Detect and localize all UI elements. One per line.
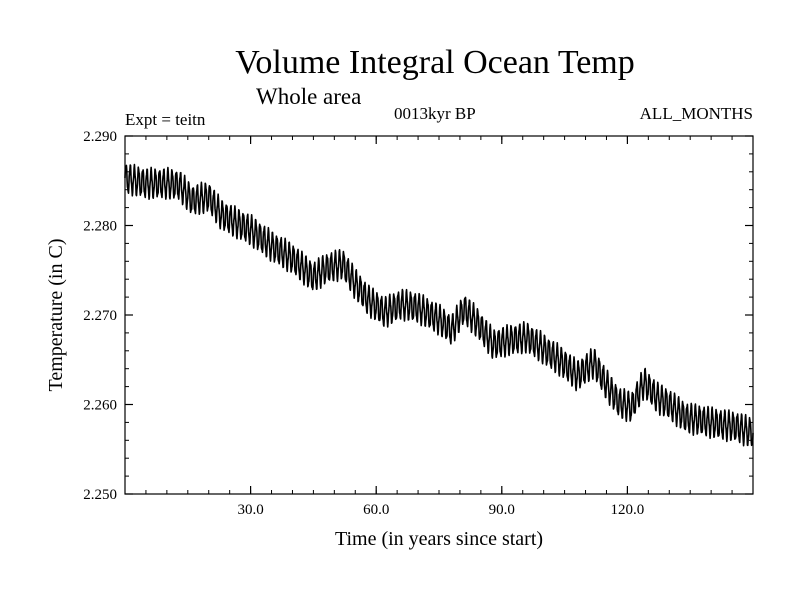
y-tick-label: 2.250 [83, 487, 117, 503]
chart-title: Volume Integral Ocean Temp [235, 44, 635, 81]
series-line-0 [124, 163, 754, 447]
y-tick-label: 2.270 [83, 308, 117, 324]
y-axis-label: Temperature (in C) [45, 239, 67, 392]
x-tick-label: 30.0 [237, 502, 263, 518]
experiment-label: Expt = teitn [125, 110, 206, 129]
y-tick-label: 2.260 [83, 398, 117, 414]
series-layer [124, 163, 754, 447]
months-label: ALL_MONTHS [639, 104, 753, 123]
y-tick-label: 2.280 [83, 219, 117, 235]
x-axis-label: Time (in years since start) [335, 528, 543, 550]
period-label: 0013kyr BP [394, 104, 476, 123]
ticks-layer: 30.0 60.0 90.0 120.0 2.250 2.260 2.270 2.280 2.2… [83, 129, 753, 518]
x-tick-label: 60.0 [363, 502, 389, 518]
y-tick-label: 2.290 [83, 129, 117, 145]
chart-subtitle: Whole area [256, 84, 362, 109]
x-tick-label: 90.0 [489, 502, 515, 518]
x-tick-label: 120.0 [611, 502, 645, 518]
